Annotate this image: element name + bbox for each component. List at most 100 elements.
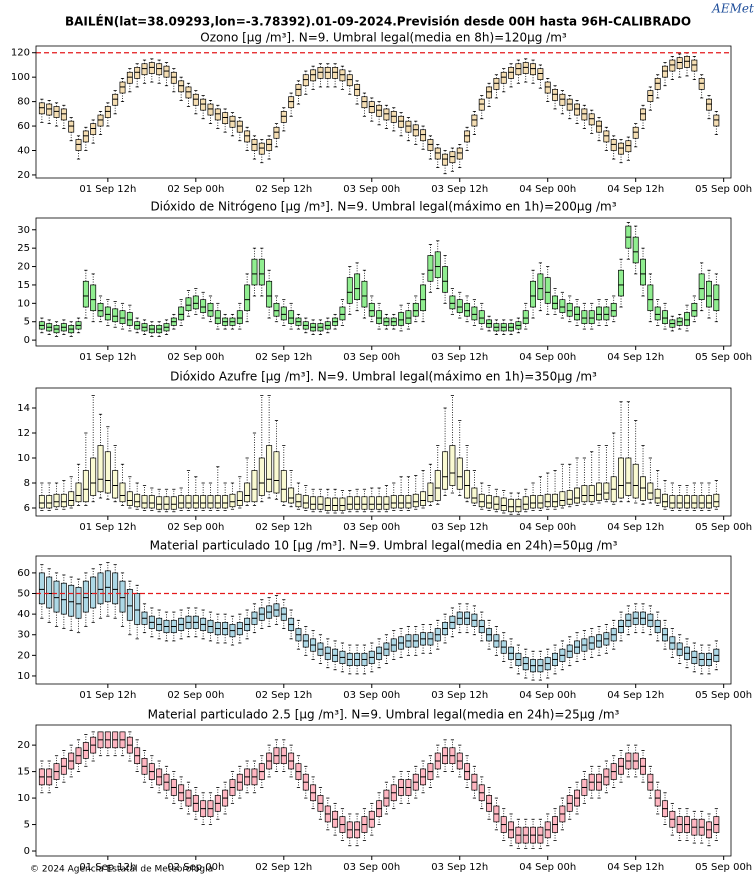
panel-title: Ozono [µg /m³]. N=9. Umbral legal(media …: [200, 31, 567, 45]
box: [244, 130, 251, 143]
box: [112, 470, 119, 499]
y-tick-label: 14: [17, 403, 30, 414]
box: [317, 67, 324, 79]
box: [530, 495, 537, 509]
box: [632, 236, 639, 264]
box: [134, 67, 141, 79]
box: [574, 103, 580, 116]
box: [339, 69, 346, 82]
box: [684, 312, 690, 326]
box: [288, 487, 295, 504]
box: [148, 495, 155, 509]
y-tick-label: 20: [17, 262, 30, 273]
box: [236, 310, 243, 324]
box: [354, 273, 361, 301]
x-tick-label: 02 Sep 00h: [167, 522, 224, 533]
box: [552, 493, 559, 508]
box: [662, 65, 668, 78]
box: [53, 580, 60, 613]
box: [559, 491, 566, 506]
box: [647, 284, 654, 312]
box: [68, 491, 75, 506]
y-tick-label: 15: [17, 280, 30, 291]
footer: © 2024 Agencia Estatal de Meteorología: [30, 865, 213, 875]
box: [566, 302, 573, 317]
box: [691, 59, 698, 72]
box: [493, 496, 500, 510]
x-tick-label: 02 Sep 12h: [255, 352, 312, 363]
box: [214, 310, 221, 324]
box: [464, 130, 471, 143]
box: [214, 495, 221, 509]
y-tick-label: 10: [17, 793, 30, 804]
box: [713, 493, 720, 508]
box: [566, 490, 573, 505]
box: [251, 139, 258, 151]
box: [332, 67, 339, 79]
box: [640, 258, 646, 286]
box: [46, 103, 53, 116]
y-tick-label: 30: [17, 225, 30, 236]
x-tick-label: 03 Sep 12h: [431, 352, 488, 363]
box: [625, 457, 632, 496]
box: [405, 495, 412, 509]
box: [588, 485, 595, 503]
x-tick-label: 04 Sep 12h: [607, 522, 664, 533]
panel: Ozono [µg /m³]. N=9. Umbral legal(media …: [11, 31, 752, 196]
box: [442, 153, 449, 166]
box: [376, 496, 383, 510]
box: [552, 89, 559, 101]
box: [412, 493, 419, 508]
y-tick-label: 30: [17, 630, 30, 641]
x-tick-label: 03 Sep 12h: [431, 184, 488, 195]
axes-frame: [35, 724, 732, 857]
x-tick-label: 01 Sep 12h: [79, 862, 136, 873]
box: [141, 495, 148, 509]
box: [581, 485, 588, 503]
box: [544, 277, 551, 304]
box: [691, 302, 698, 317]
box: [647, 90, 654, 102]
box: [610, 302, 617, 317]
box: [427, 255, 434, 282]
box: [346, 496, 353, 510]
box: [60, 582, 67, 615]
box: [456, 299, 463, 313]
panel-title: Material particulado 10 [µg /m³]. N=9. U…: [150, 539, 618, 553]
box: [618, 269, 624, 297]
box: [618, 142, 624, 155]
box: [412, 302, 419, 317]
box: [500, 497, 507, 511]
box: [119, 310, 126, 324]
logo: AEMet: [711, 2, 754, 16]
x-tick-label: 05 Sep 00h: [695, 184, 752, 195]
box: [640, 108, 646, 121]
box: [581, 108, 588, 121]
x-tick-label: 03 Sep 00h: [343, 184, 400, 195]
box: [632, 463, 639, 499]
box: [676, 57, 683, 69]
box: [178, 495, 185, 509]
x-tick-label: 05 Sep 00h: [695, 690, 752, 701]
y-tick-label: 20: [17, 740, 30, 751]
box: [236, 120, 243, 133]
box: [706, 98, 712, 111]
box: [449, 295, 456, 310]
y-tick-label: 100: [11, 72, 30, 83]
box: [207, 302, 214, 317]
box: [75, 586, 82, 619]
box: [251, 470, 258, 503]
box: [390, 111, 397, 123]
box: [471, 306, 478, 321]
box: [486, 86, 493, 99]
y-tick-label: 60: [17, 121, 30, 132]
box: [207, 103, 214, 116]
box: [662, 493, 668, 508]
box: [97, 302, 104, 317]
box: [449, 151, 456, 164]
x-tick-label: 04 Sep 00h: [519, 352, 576, 363]
box: [383, 496, 390, 510]
y-tick-label: 80: [17, 97, 30, 108]
box: [97, 572, 104, 605]
box: [354, 84, 361, 96]
